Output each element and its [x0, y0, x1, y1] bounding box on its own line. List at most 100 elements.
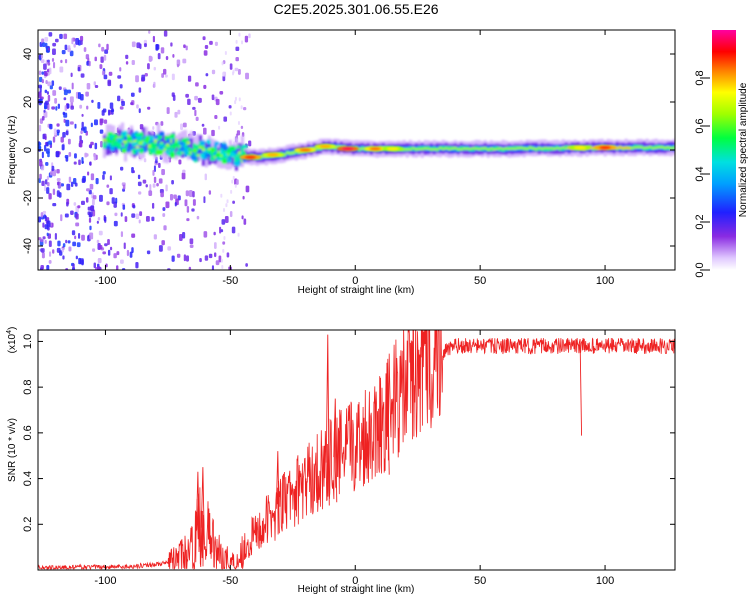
ridge-cell: [432, 146, 436, 151]
noise-cell: [44, 179, 48, 185]
noise-cell: [55, 38, 59, 43]
ridge-cell: [158, 131, 165, 136]
noise-cell: [183, 44, 186, 49]
noise-cell: [158, 178, 163, 184]
noise-cell: [109, 188, 113, 195]
ridge-cell: [121, 148, 127, 153]
ridge-cell: [297, 151, 301, 154]
noise-cell: [153, 66, 156, 71]
ridge-cell: [210, 153, 215, 160]
noise-cell: [203, 231, 208, 238]
noise-cell: [119, 67, 122, 72]
noise-cell: [69, 50, 74, 57]
noise-cell: [163, 225, 167, 231]
noise-cell: [63, 89, 68, 96]
y-tick-label: 0.2: [22, 517, 34, 532]
noise-cell: [108, 71, 113, 76]
noise-cell: [203, 84, 207, 89]
noise-cell: [39, 173, 42, 180]
ridge-cell: [213, 156, 218, 160]
noise-cell: [186, 218, 190, 222]
noise-cell: [107, 109, 111, 116]
ridge-cell: [495, 148, 499, 151]
ridge-cell: [558, 147, 562, 149]
noise-cell: [142, 179, 147, 184]
noise-cell: [234, 96, 237, 101]
ridge-cell: [202, 150, 208, 155]
snr-y-axis-label: SNR (10 * v/v): [7, 418, 18, 482]
noise-cell: [153, 176, 157, 184]
ridge-cell: [219, 154, 224, 159]
noise-cell: [189, 244, 194, 248]
noise-cell: [220, 229, 224, 233]
noise-cell: [122, 204, 126, 210]
noise-cell: [220, 258, 223, 263]
noise-cell: [194, 95, 198, 101]
ridge-cell: [124, 142, 129, 146]
noise-cell: [71, 82, 74, 90]
ridge-cell: [666, 146, 670, 148]
y-tick-label: 0.4: [22, 471, 34, 486]
noise-cell: [169, 193, 174, 201]
noise-cell: [132, 204, 136, 209]
noise-cell: [121, 268, 126, 270]
ridge-cell: [186, 150, 191, 156]
noise-cell: [231, 226, 236, 234]
noise-cell: [153, 234, 157, 240]
noise-cell: [106, 184, 110, 188]
snr-x-axis-label: Height of straight line (km): [298, 584, 415, 595]
noise-cell: [191, 208, 195, 212]
noise-cell: [121, 100, 125, 107]
noise-cell: [67, 89, 72, 94]
ridge-cell: [420, 146, 424, 150]
spectrogram-x-ticks: -100 -50 0 50 100: [94, 30, 614, 287]
noise-cell: [62, 243, 66, 248]
noise-cell: [73, 43, 76, 48]
ridge-cell: [660, 146, 664, 149]
noise-cell: [81, 157, 84, 165]
colorbar-tick-label: 0.2: [694, 214, 706, 229]
noise-cell: [204, 255, 209, 261]
noise-cell: [70, 181, 74, 188]
noise-cell: [130, 102, 134, 106]
noise-cell: [211, 94, 215, 101]
noise-cell: [151, 216, 155, 222]
snr-panel: -100 -50 0 50 100 0.2 0.4 0.6 0.8 1.0 Height of …: [6, 327, 676, 595]
ridge-cell: [241, 144, 248, 149]
ridge-cell: [195, 153, 200, 157]
noise-cell: [156, 183, 159, 187]
snr-scale-exponent: 4: [6, 330, 13, 334]
noise-cell: [124, 216, 128, 223]
x-tick-label: 0: [352, 575, 358, 587]
ridge-cell: [441, 148, 445, 151]
noise-cell: [213, 231, 216, 236]
colorbar-gradient: [712, 30, 736, 270]
noise-cell: [38, 142, 42, 146]
noise-cell: [59, 66, 64, 73]
noise-cell: [152, 169, 155, 176]
ridge-cell: [200, 140, 206, 146]
ridge-cell: [150, 147, 156, 152]
noise-cell: [117, 75, 122, 79]
noise-cell: [220, 193, 223, 198]
snr-spike: [275, 451, 280, 534]
colorbar-tick-label: 0.6: [694, 118, 706, 133]
noise-cell: [64, 58, 68, 64]
noise-cell: [238, 32, 241, 37]
ridge-cell: [645, 146, 649, 149]
noise-cell: [55, 151, 60, 158]
ridge-cell: [501, 147, 505, 150]
noise-cell: [211, 129, 215, 137]
noise-cell: [52, 48, 56, 55]
noise-cell: [74, 235, 77, 240]
noise-cell: [99, 64, 103, 70]
snr-spike: [333, 398, 338, 503]
ridge-cell: [180, 151, 185, 154]
noise-cell: [46, 175, 49, 181]
noise-cell: [47, 103, 50, 111]
noise-cell: [240, 105, 243, 110]
noise-cell: [67, 45, 71, 50]
noise-cell: [135, 75, 139, 83]
noise-cell: [73, 178, 77, 185]
ridge-cell: [513, 148, 517, 151]
